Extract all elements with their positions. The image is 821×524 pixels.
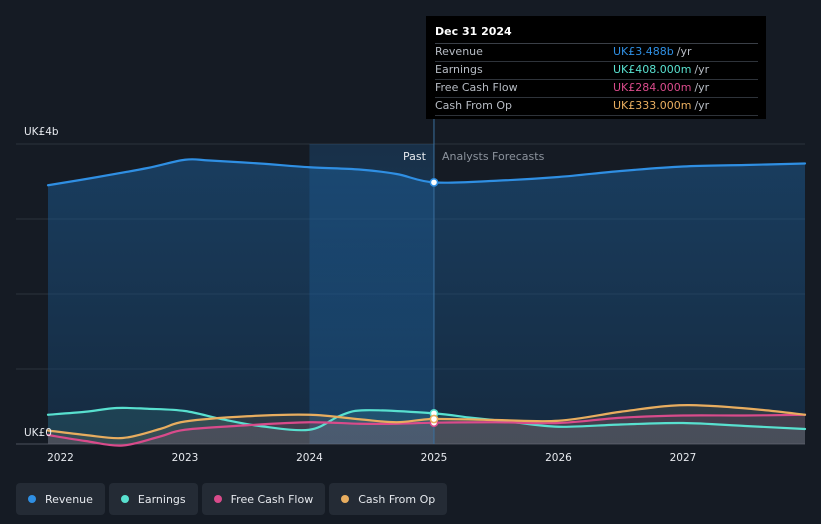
past-label: Past xyxy=(403,150,427,163)
legend-label: Cash From Op xyxy=(358,492,436,506)
earnings-area xyxy=(48,407,805,444)
tooltip-row-value: UK£3.488b xyxy=(613,45,674,58)
tooltip-row-unit: /yr xyxy=(676,45,692,58)
tooltip-row: Cash From Op UK£333.000m/yr xyxy=(435,98,758,116)
series-lines xyxy=(46,158,807,447)
cash-from-op-line xyxy=(46,404,807,440)
tooltip: Dec 31 2024 Revenue UK£3.488b/yr Earnings U… xyxy=(426,16,766,119)
cash-from-op-marker xyxy=(429,414,439,424)
tooltip-row: Revenue UK£3.488b/yr xyxy=(435,44,758,62)
y-axis-top-label: UK£4b xyxy=(24,126,59,138)
legend-dot-icon xyxy=(120,495,129,503)
tooltip-row-label: Cash From Op xyxy=(435,99,513,112)
earnings-line xyxy=(46,406,807,432)
legend-label: Free Cash Flow xyxy=(230,492,314,506)
y-axis-bottom-label: UK£0 xyxy=(24,427,52,439)
legend: Revenue Earnings Free Cash Flow Cash From O… xyxy=(16,483,448,515)
x-tick-label: 2026 xyxy=(545,452,572,464)
cash-from-op-area xyxy=(48,405,805,444)
tooltip-row-unit: /yr xyxy=(694,63,710,76)
tooltip-row-value: UK£284.000m xyxy=(613,81,692,94)
legend-label: Earnings xyxy=(137,492,186,506)
tooltip-date: Dec 31 2024 xyxy=(435,25,758,44)
x-tick-label: 2023 xyxy=(172,452,199,464)
legend-item-free-cash-flow[interactable]: Free Cash Flow xyxy=(201,483,326,515)
x-tick-label: 2025 xyxy=(421,452,448,464)
legend-label: Revenue xyxy=(45,492,93,506)
x-tick-label: 2024 xyxy=(296,452,323,464)
revenue-line xyxy=(46,158,807,187)
revenue-marker xyxy=(429,177,439,187)
tooltip-row-unit: /yr xyxy=(694,81,710,94)
legend-item-revenue[interactable]: Revenue xyxy=(16,483,105,515)
tooltip-row-label: Revenue xyxy=(435,45,483,58)
tooltip-row-label: Free Cash Flow xyxy=(435,81,518,94)
tooltip-row-label: Earnings xyxy=(435,63,483,76)
tooltip-row: Free Cash Flow UK£284.000m/yr xyxy=(435,80,758,98)
legend-dot-icon xyxy=(341,495,350,503)
tooltip-row-unit: /yr xyxy=(694,99,710,112)
legend-dot-icon xyxy=(28,495,36,503)
revenue-area xyxy=(48,159,805,444)
series-areas xyxy=(48,159,805,446)
free-cash-flow-line xyxy=(46,413,807,447)
legend-item-earnings[interactable]: Earnings xyxy=(108,483,198,515)
free-cash-flow-area xyxy=(48,414,805,446)
x-axis-ticks: 2022 2023 2024 2025 2026 2027 xyxy=(47,452,696,464)
tooltip-row-value: UK£408.000m xyxy=(613,63,692,76)
legend-dot-icon xyxy=(213,495,222,503)
legend-item-cash-from-op[interactable]: Cash From Op xyxy=(329,483,448,515)
tooltip-row-value: UK£333.000m xyxy=(613,99,692,112)
x-tick-label: 2027 xyxy=(670,452,697,464)
tooltip-row: Earnings UK£408.000m/yr xyxy=(435,62,758,80)
series-markers xyxy=(429,177,439,428)
x-tick-label: 2022 xyxy=(47,452,74,464)
tooltip-rows: Revenue UK£3.488b/yr Earnings UK£408.000m/y… xyxy=(435,44,758,116)
forecast-label: Analysts Forecasts xyxy=(442,150,545,163)
